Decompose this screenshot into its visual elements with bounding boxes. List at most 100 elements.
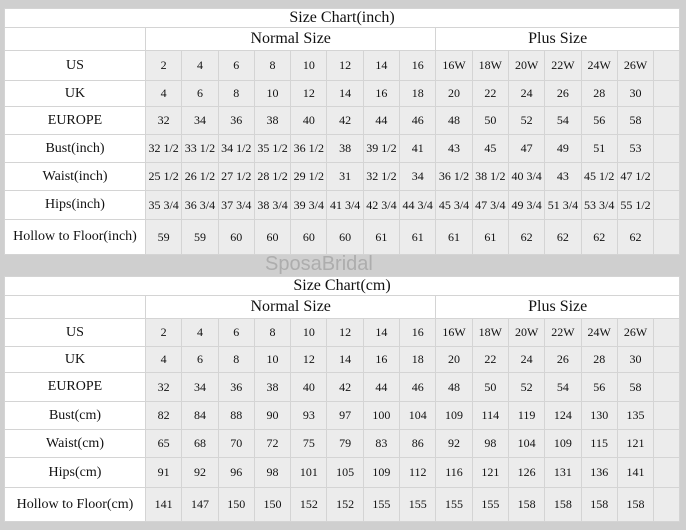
row-label: Waist(cm) xyxy=(4,429,146,458)
size-value: 2 xyxy=(144,318,183,347)
size-value: 51 3/4 xyxy=(544,190,582,220)
size-value: 45 3/4 xyxy=(435,190,473,220)
size-value: 54 xyxy=(544,372,582,402)
size-value: 61 xyxy=(362,219,401,255)
size-value: 98 xyxy=(253,457,292,488)
size-value: 58 xyxy=(616,106,655,135)
size-value: 38 1/2 xyxy=(471,162,509,191)
size-value: 16W xyxy=(435,50,473,81)
blank-cell xyxy=(653,487,680,522)
size-value: 35 3/4 xyxy=(144,190,183,220)
table-row: US 2 4 6 8 10 12 14 16 16W 18W 20W 22W 24W 26W xyxy=(4,318,680,347)
size-value: 62 xyxy=(544,219,582,255)
size-value: 24W xyxy=(580,318,618,347)
size-value: 36 xyxy=(217,106,255,135)
size-value: 22W xyxy=(544,318,582,347)
size-value: 12 xyxy=(290,346,328,373)
size-value: 42 3/4 xyxy=(362,190,401,220)
size-value: 8 xyxy=(253,50,292,81)
size-value: 34 xyxy=(399,162,437,191)
blank-cell xyxy=(653,401,680,430)
size-value: 26 1/2 xyxy=(181,162,219,191)
size-value: 60 xyxy=(290,219,328,255)
size-value: 45 1/2 xyxy=(580,162,618,191)
size-value: 135 xyxy=(616,401,655,430)
size-value: 155 xyxy=(471,487,509,522)
size-value: 126 xyxy=(507,457,546,488)
size-value: 6 xyxy=(217,318,255,347)
size-value: 90 xyxy=(253,401,292,430)
size-value: 29 1/2 xyxy=(290,162,328,191)
size-value: 62 xyxy=(507,219,546,255)
size-value: 101 xyxy=(290,457,328,488)
size-value: 82 xyxy=(144,401,183,430)
size-value: 6 xyxy=(217,50,255,81)
size-value: 47 1/2 xyxy=(616,162,655,191)
table-row: Hips(cm) 91 92 96 98 101 105 109 112 116 121 126 131… xyxy=(4,457,680,488)
size-value: 75 xyxy=(290,429,328,458)
size-value: 158 xyxy=(507,487,546,522)
blank-cell xyxy=(653,346,680,373)
size-value: 100 xyxy=(362,401,401,430)
size-value: 121 xyxy=(471,457,509,488)
size-value: 2 xyxy=(144,50,183,81)
size-value: 4 xyxy=(144,80,183,107)
size-value: 37 3/4 xyxy=(217,190,255,220)
size-value: 116 xyxy=(435,457,473,488)
size-value: 124 xyxy=(544,401,582,430)
size-value: 16 xyxy=(362,80,401,107)
size-value: 53 xyxy=(616,134,655,163)
row-label: UK xyxy=(4,80,146,107)
size-value: 24W xyxy=(580,50,618,81)
normal-size-header: Normal Size xyxy=(144,295,437,319)
size-value: 43 xyxy=(544,162,582,191)
size-value: 35 1/2 xyxy=(253,134,292,163)
size-value: 38 xyxy=(253,106,292,135)
size-value: 155 xyxy=(435,487,473,522)
size-value: 70 xyxy=(217,429,255,458)
blank-cell xyxy=(653,190,680,220)
row-label: Bust(inch) xyxy=(4,134,146,163)
size-value: 8 xyxy=(217,346,255,373)
size-value: 119 xyxy=(507,401,546,430)
size-value: 16W xyxy=(435,318,473,347)
size-value: 40 3/4 xyxy=(507,162,546,191)
size-value: 6 xyxy=(181,80,219,107)
size-value: 18W xyxy=(471,50,509,81)
size-value: 112 xyxy=(399,457,437,488)
size-value: 40 xyxy=(290,106,328,135)
size-value: 4 xyxy=(144,346,183,373)
table-row: Hips(inch) 35 3/4 36 3/4 37 3/4 38 3/4 39 3/4… xyxy=(4,190,680,220)
size-value: 79 xyxy=(326,429,364,458)
size-value: 92 xyxy=(435,429,473,458)
size-value: 36 xyxy=(217,372,255,402)
size-value: 96 xyxy=(217,457,255,488)
size-value: 86 xyxy=(399,429,437,458)
table-row: UK 4 6 8 10 12 14 16 18 20 22 24 26 28 30 xyxy=(4,346,680,373)
size-value: 61 xyxy=(399,219,437,255)
size-table: Size Chart(inch) Normal Size Plus Size US 2 4… xyxy=(4,8,680,255)
size-value: 46 xyxy=(399,106,437,135)
size-value: 14 xyxy=(362,50,401,81)
size-value: 20 xyxy=(435,346,473,373)
table-row: Bust(cm) 82 84 88 90 93 97 100 104 109 114 119 124 13… xyxy=(4,401,680,430)
size-value: 147 xyxy=(181,487,219,522)
size-value: 40 xyxy=(290,372,328,402)
size-value: 30 xyxy=(616,346,655,373)
size-value: 32 xyxy=(144,372,183,402)
size-value: 62 xyxy=(616,219,655,255)
size-value: 72 xyxy=(253,429,292,458)
size-value: 38 xyxy=(253,372,292,402)
row-label: EUROPE xyxy=(4,106,146,135)
size-value: 83 xyxy=(362,429,401,458)
size-value: 47 xyxy=(507,134,546,163)
size-value: 20W xyxy=(507,318,546,347)
size-value: 6 xyxy=(181,346,219,373)
size-value: 18 xyxy=(399,80,437,107)
size-value: 10 xyxy=(290,50,328,81)
size-value: 60 xyxy=(253,219,292,255)
size-value: 41 xyxy=(399,134,437,163)
size-value: 56 xyxy=(580,106,618,135)
size-value: 60 xyxy=(217,219,255,255)
blank-cell xyxy=(653,106,680,135)
